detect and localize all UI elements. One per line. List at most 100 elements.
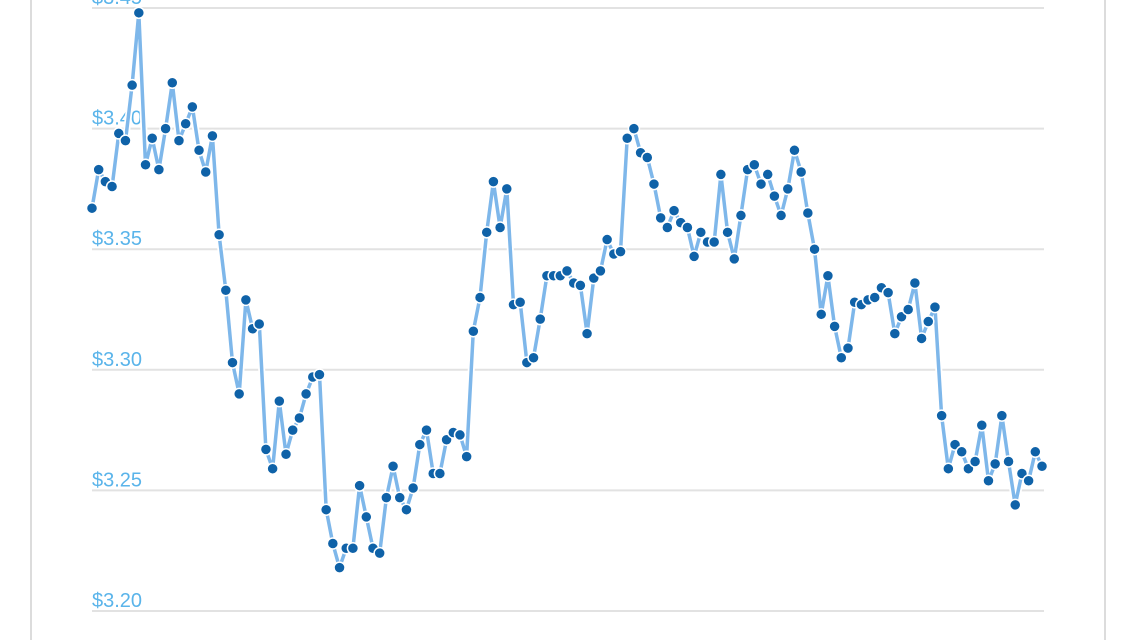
data-point[interactable]: [641, 151, 654, 164]
data-point[interactable]: [661, 221, 674, 234]
data-point[interactable]: [1035, 460, 1049, 473]
data-point[interactable]: [346, 542, 360, 555]
data-point[interactable]: [908, 276, 922, 290]
data-point[interactable]: [1008, 498, 1022, 512]
data-point[interactable]: [132, 6, 146, 20]
data-point[interactable]: [360, 510, 373, 524]
data-point[interactable]: [922, 315, 935, 328]
data-point[interactable]: [821, 269, 835, 282]
data-point[interactable]: [353, 479, 366, 492]
data-point[interactable]: [393, 491, 406, 504]
data-point[interactable]: [413, 438, 427, 451]
data-point[interactable]: [620, 131, 634, 145]
data-point[interactable]: [728, 252, 741, 266]
data-point[interactable]: [647, 177, 661, 191]
data-point[interactable]: [293, 411, 306, 425]
data-point[interactable]: [881, 286, 895, 299]
data-point[interactable]: [794, 165, 808, 179]
data-point[interactable]: [748, 158, 761, 172]
data-point[interactable]: [975, 419, 989, 432]
data-point[interactable]: [574, 279, 587, 292]
data-point[interactable]: [627, 122, 641, 135]
data-point[interactable]: [380, 491, 393, 504]
data-point[interactable]: [212, 228, 226, 241]
data-point[interactable]: [460, 450, 473, 463]
data-point[interactable]: [654, 211, 667, 225]
data-point[interactable]: [533, 312, 547, 326]
data-point[interactable]: [580, 327, 594, 340]
data-point[interactable]: [480, 226, 493, 239]
data-point[interactable]: [714, 168, 728, 181]
data-point[interactable]: [373, 546, 386, 560]
data-point[interactable]: [172, 134, 186, 147]
data-point[interactable]: [868, 291, 881, 304]
data-point[interactable]: [955, 445, 968, 459]
data-point[interactable]: [928, 300, 942, 314]
data-point[interactable]: [139, 158, 152, 172]
data-point[interactable]: [186, 100, 199, 114]
data-point[interactable]: [145, 131, 159, 145]
data-point[interactable]: [319, 503, 333, 516]
data-point[interactable]: [513, 296, 527, 309]
data-point[interactable]: [835, 351, 848, 364]
data-point[interactable]: [92, 163, 105, 176]
data-point[interactable]: [152, 163, 166, 176]
data-point[interactable]: [594, 264, 607, 278]
data-point[interactable]: [259, 443, 273, 456]
data-point[interactable]: [219, 283, 233, 297]
data-point[interactable]: [286, 423, 299, 437]
data-point[interactable]: [119, 134, 132, 147]
data-point[interactable]: [1002, 455, 1015, 468]
data-point[interactable]: [279, 447, 293, 461]
data-point[interactable]: [159, 122, 172, 135]
data-point[interactable]: [420, 423, 433, 437]
data-point[interactable]: [253, 317, 266, 331]
data-point[interactable]: [299, 387, 313, 401]
data-point[interactable]: [754, 177, 768, 191]
data-point[interactable]: [888, 327, 902, 340]
data-point[interactable]: [493, 221, 507, 234]
data-point[interactable]: [828, 320, 841, 333]
data-point[interactable]: [681, 221, 694, 234]
data-point[interactable]: [995, 409, 1009, 422]
data-point[interactable]: [814, 308, 828, 321]
data-point[interactable]: [125, 78, 139, 92]
data-point[interactable]: [453, 428, 467, 442]
data-point[interactable]: [988, 457, 1002, 471]
data-point[interactable]: [801, 206, 815, 220]
data-point[interactable]: [694, 226, 708, 239]
data-point[interactable]: [473, 291, 487, 304]
data-point[interactable]: [707, 235, 721, 249]
data-point[interactable]: [326, 537, 340, 550]
data-point[interactable]: [500, 182, 514, 196]
data-point[interactable]: [273, 394, 286, 408]
data-point[interactable]: [333, 561, 346, 574]
data-point[interactable]: [968, 455, 982, 468]
data-point[interactable]: [433, 467, 447, 480]
data-point[interactable]: [487, 175, 500, 188]
data-point[interactable]: [808, 242, 821, 256]
data-point[interactable]: [942, 462, 955, 475]
data-point[interactable]: [232, 387, 246, 401]
data-point[interactable]: [527, 351, 540, 364]
data-point[interactable]: [266, 462, 279, 475]
data-point[interactable]: [1029, 445, 1042, 459]
data-point[interactable]: [313, 368, 326, 381]
data-point[interactable]: [982, 474, 995, 488]
data-point[interactable]: [406, 481, 420, 495]
data-point[interactable]: [1022, 474, 1035, 488]
data-point[interactable]: [560, 264, 574, 278]
data-point[interactable]: [105, 180, 119, 193]
data-point[interactable]: [199, 165, 212, 179]
data-point[interactable]: [774, 209, 788, 222]
data-point[interactable]: [761, 168, 774, 181]
data-point[interactable]: [400, 503, 413, 516]
data-point[interactable]: [386, 460, 400, 473]
data-point[interactable]: [935, 409, 948, 422]
data-point[interactable]: [721, 226, 734, 239]
data-point[interactable]: [239, 293, 253, 307]
data-point[interactable]: [841, 341, 855, 355]
data-point[interactable]: [226, 356, 239, 369]
data-point[interactable]: [788, 144, 801, 157]
data-point[interactable]: [179, 117, 192, 131]
